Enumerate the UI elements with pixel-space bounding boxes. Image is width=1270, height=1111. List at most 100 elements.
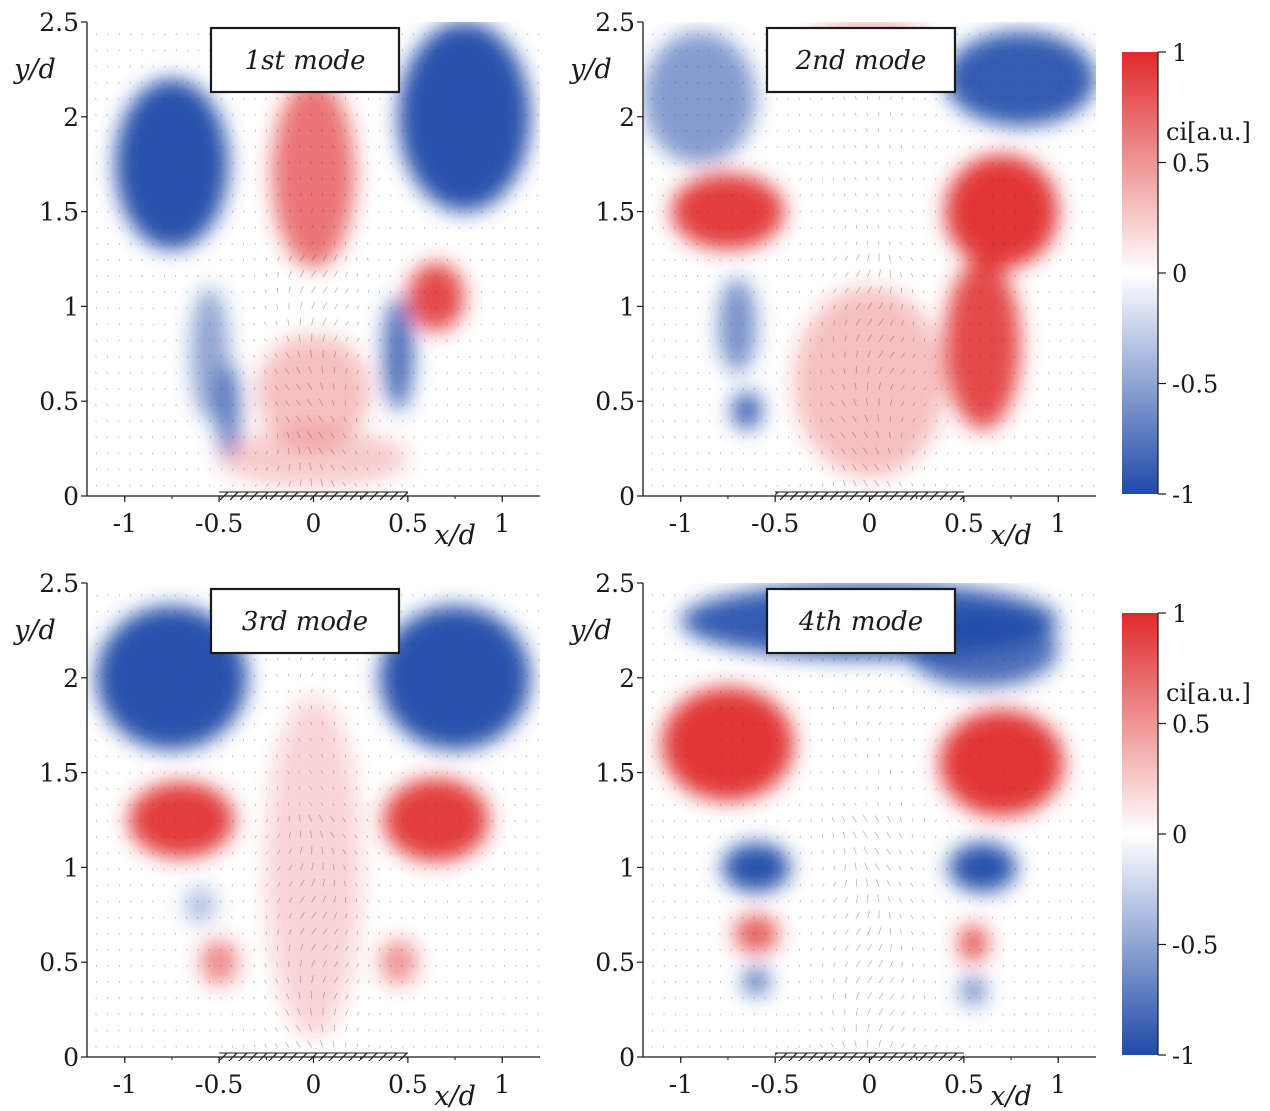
x-tick-label: -1 xyxy=(113,1070,137,1099)
mode-coefficient-region xyxy=(960,975,987,1006)
y-tick-label: 1 xyxy=(63,292,79,321)
colorbar-tick-label: -0.5 xyxy=(1172,932,1218,960)
mode-coefficient-region xyxy=(190,287,229,421)
mode-coefficient-region xyxy=(219,429,408,487)
y-tick-label: 1 xyxy=(63,853,79,882)
colorbar-tick-label: 0.5 xyxy=(1172,150,1210,178)
y-tick-label: 1.5 xyxy=(39,759,79,788)
x-tick-label: 1 xyxy=(1050,509,1066,538)
x-axis-label: x/d xyxy=(990,1081,1032,1111)
y-tick-label: 0.5 xyxy=(39,387,79,416)
colorbar-tick-label: 0 xyxy=(1172,260,1187,288)
mode-coefficient-region xyxy=(266,696,361,1039)
x-tick-label: 1 xyxy=(1050,1070,1066,1099)
velocity-vectors xyxy=(650,592,1096,1048)
colorbar-gradient xyxy=(1122,52,1158,494)
y-tick-label: 0.5 xyxy=(595,948,635,977)
y-tick-label: 2.5 xyxy=(39,569,79,598)
x-tick-label: 1 xyxy=(494,1070,510,1099)
y-tick-label: 0 xyxy=(63,482,79,511)
colorbar-tick-label: 1 xyxy=(1172,600,1187,628)
y-axis-label: y/d xyxy=(569,615,612,646)
mode-coefficient-region xyxy=(128,782,235,858)
colorbar-gradient xyxy=(1122,613,1158,1055)
mode-coefficient-region xyxy=(96,605,248,750)
x-tick-label: -1 xyxy=(113,509,137,538)
y-tick-label: 2.5 xyxy=(595,569,635,598)
y-tick-label: 1 xyxy=(619,292,635,321)
mode-coefficient-region xyxy=(256,334,371,449)
colorbar-tick-label: 1 xyxy=(1172,39,1187,67)
mode-title-box xyxy=(765,26,957,94)
mode-coefficient-region xyxy=(671,173,785,250)
mode-panel-2: -1 -0.5 0 0.5 1 0 0.5 1 1.5 2 2.5 x/d y/d 2nd mode 1 0.… xyxy=(569,8,1251,551)
mode-coefficient-region xyxy=(185,886,216,925)
x-tick-label: 0 xyxy=(306,1070,322,1099)
velocity-vectors xyxy=(650,31,1096,487)
colorbar-label: ci[a.u.] xyxy=(1166,118,1251,146)
colorbar-tick-label: -1 xyxy=(1172,481,1195,509)
mode-title-box xyxy=(209,26,401,94)
y-axis-label: y/d xyxy=(13,615,56,646)
mode-coefficient-region xyxy=(383,778,490,862)
mode-coefficient-region xyxy=(407,262,465,332)
mode-coefficient-region xyxy=(200,939,238,985)
x-tick-label: 0.5 xyxy=(944,1070,984,1099)
x-tick-label: -1 xyxy=(669,1070,693,1099)
colorbar-label: ci[a.u.] xyxy=(1166,679,1251,707)
mode-title: 3rd mode xyxy=(242,607,368,637)
mode-title: 1st mode xyxy=(245,46,366,76)
mode-coefficient-region xyxy=(383,296,414,411)
x-axis-label: x/d xyxy=(434,1081,476,1111)
colorbar-tick-label: 0.5 xyxy=(1172,711,1210,739)
y-tick-label: 0 xyxy=(63,1043,79,1072)
x-tick-label: -0.5 xyxy=(195,509,243,538)
colorbar: 1 0.5 0 -0.5 -1 ci[a.u.] xyxy=(1122,39,1251,509)
colorbar: 1 0.5 0 -0.5 -1 ci[a.u.] xyxy=(1122,600,1251,1070)
x-tick-label: 0.5 xyxy=(388,509,428,538)
mode-title-box xyxy=(765,587,957,655)
mode-coefficient-region xyxy=(948,842,1017,893)
mode-coefficient-region xyxy=(379,605,531,750)
y-axis-label: y/d xyxy=(569,54,612,85)
x-axis-label: x/d xyxy=(434,520,476,551)
y-tick-label: 2 xyxy=(619,103,635,132)
mode-coefficient-region xyxy=(661,687,794,802)
mode-coefficient-region xyxy=(958,924,989,963)
field-layer xyxy=(87,22,540,496)
y-tick-label: 1 xyxy=(619,853,635,882)
mode-coefficient-region xyxy=(731,391,762,430)
y-axis-label: y/d xyxy=(13,54,56,85)
x-tick-label: 1 xyxy=(494,509,510,538)
mode-coefficient-region xyxy=(643,31,757,165)
mode-coefficient-region xyxy=(733,914,779,953)
x-tick-label: 0 xyxy=(862,1070,878,1099)
y-tick-label: 0.5 xyxy=(39,948,79,977)
y-tick-label: 1.5 xyxy=(595,759,635,788)
x-tick-label: 0.5 xyxy=(944,509,984,538)
mode-coefficient-region xyxy=(945,31,1096,127)
mode-coefficient-region xyxy=(794,287,945,478)
x-tick-label: 0 xyxy=(862,509,878,538)
mode-title: 2nd mode xyxy=(795,46,927,76)
mode-coefficient-region xyxy=(743,965,770,997)
mode-coefficient-region xyxy=(718,277,757,373)
mode-panel-1: -1 -0.5 0 0.5 1 0 0.5 1 1.5 2 2.5 x/d y/d 1st mode xyxy=(13,8,540,551)
mode-panel-3: -1 -0.5 0 0.5 1 0 0.5 1 1.5 2 2.5 x/d y/d 3rd mode xyxy=(13,569,540,1111)
y-tick-label: 0.5 xyxy=(595,387,635,416)
y-tick-label: 2.5 xyxy=(595,8,635,37)
y-tick-label: 2.5 xyxy=(39,8,79,37)
y-tick-label: 2 xyxy=(619,664,635,693)
field-layer xyxy=(643,22,1096,496)
y-tick-label: 0 xyxy=(619,482,635,511)
x-tick-label: -0.5 xyxy=(195,1070,243,1099)
colorbar-tick-label: -0.5 xyxy=(1172,371,1218,399)
colorbar-tick-label: -1 xyxy=(1172,1042,1195,1070)
y-tick-label: 2 xyxy=(63,103,79,132)
x-tick-label: 0.5 xyxy=(388,1070,428,1099)
mode-coefficient-region xyxy=(945,259,1021,430)
x-tick-label: -1 xyxy=(669,509,693,538)
colorbar-tick-label: 0 xyxy=(1172,821,1187,849)
mode-coefficient-region xyxy=(115,78,229,250)
y-tick-label: 1.5 xyxy=(595,198,635,227)
